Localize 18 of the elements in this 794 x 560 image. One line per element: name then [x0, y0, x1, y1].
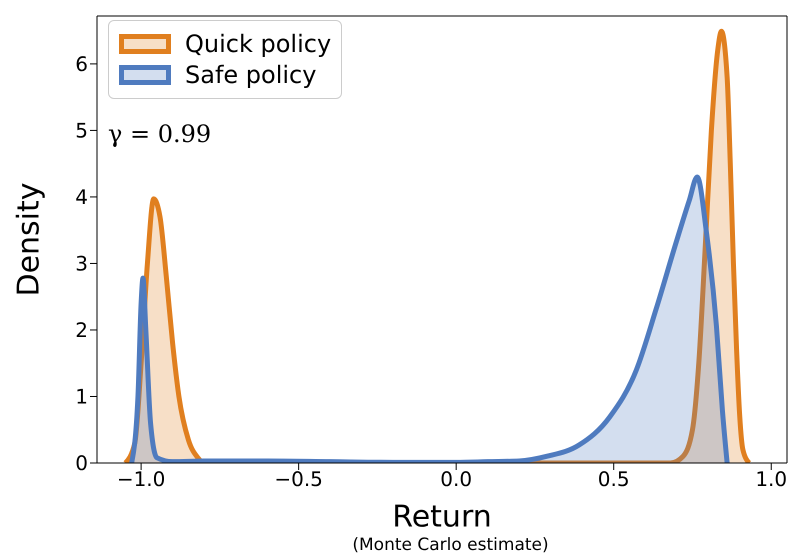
- y-tick-label: 3: [75, 252, 88, 276]
- x-tick-label: −1.0: [116, 467, 166, 492]
- y-axis-title: Density: [12, 182, 47, 297]
- y-tick-label: 1: [75, 384, 88, 409]
- x-tick-label: −0.5: [274, 467, 323, 492]
- x-tick-label: 0.0: [440, 467, 472, 492]
- y-tick-label: 5: [75, 118, 88, 143]
- legend-label: Quick policy: [185, 30, 332, 58]
- x-tick-label: 1.0: [755, 467, 788, 492]
- y-tick-label: 2: [75, 318, 88, 342]
- text: (Monte Carlo estimate): [351, 535, 550, 555]
- annotation: γ = 0.99: [108, 120, 212, 148]
- y-tick-label: 4: [75, 185, 88, 210]
- y-tick-label: 0: [75, 451, 88, 476]
- y-tick-label: 6: [75, 52, 88, 76]
- x-tick-label: 0.5: [598, 467, 630, 492]
- x-axis-title: Return: [392, 499, 492, 534]
- legend-label: Safe policy: [185, 61, 316, 89]
